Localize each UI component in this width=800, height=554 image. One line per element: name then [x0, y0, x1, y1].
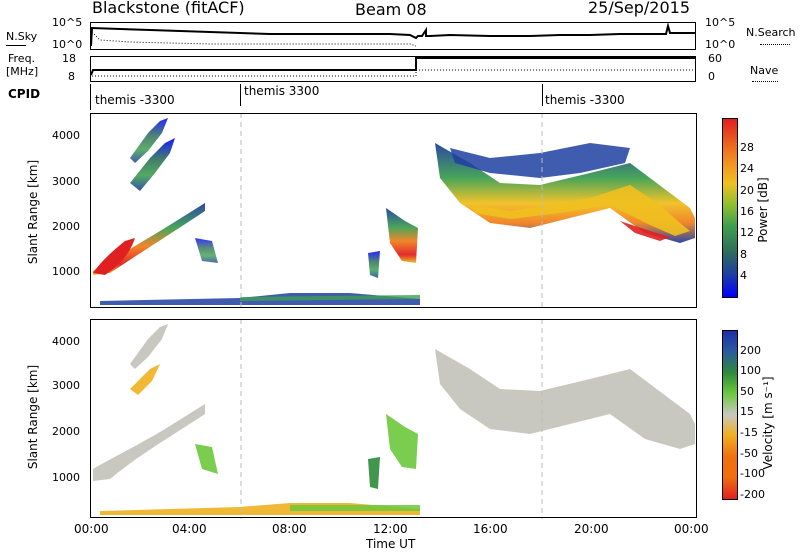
- power-ytick-1000: 1000: [52, 265, 80, 278]
- nave-label: Nave: [750, 64, 779, 77]
- noise-sky-line: [90, 22, 695, 47]
- freq-right-tick-bottom: 0: [708, 70, 715, 83]
- velocity-scatter-blobs: [93, 324, 695, 515]
- nave-dotline: [752, 81, 778, 82]
- power-ytick-3000: 3000: [52, 175, 80, 188]
- power-cbar-tick-20: 20: [740, 184, 754, 197]
- noise-left-label: N.Sky: [6, 30, 38, 43]
- power-ytick-2000: 2000: [52, 220, 80, 233]
- freq-left-tick-bottom: 8: [68, 70, 75, 83]
- vel-blob-east: [435, 349, 695, 449]
- power-blob-upper: [130, 138, 175, 191]
- power-blob-east-hot: [620, 221, 670, 241]
- vel-ground-strip-2: [290, 505, 420, 511]
- velocity-ytick-4000: 4000: [52, 335, 80, 348]
- velocity-cbar-tick-neg200: -200: [740, 488, 765, 501]
- xtick-0000: 00:00: [74, 522, 109, 536]
- power-cbar-tick-28: 28: [740, 141, 754, 154]
- velocity-cbar-tick-neg100: -100: [740, 467, 765, 480]
- noise-right-label: N.Search: [746, 26, 796, 39]
- power-ytick-4000: 4000: [52, 129, 80, 142]
- freq-right-tick-top: 60: [708, 52, 722, 65]
- freq-left-tick-top: 18: [62, 52, 76, 65]
- velocity-ytick-1000: 1000: [52, 471, 80, 484]
- date-title: 25/Sep/2015: [588, 0, 691, 17]
- velocity-ytick-3000: 3000: [52, 379, 80, 392]
- freq-line: [90, 57, 695, 76]
- velocity-colorbar: [722, 330, 738, 500]
- noise-panel: [90, 22, 696, 50]
- velocity-cbar-label: Velocity [m s⁻¹]: [761, 376, 775, 470]
- cpid-segment-3: themis -3300: [545, 93, 625, 107]
- velocity-frame: [90, 319, 697, 518]
- xtick-0800: 08:00: [272, 522, 307, 536]
- cpid-label: CPID: [8, 87, 41, 101]
- power-cbar-tick-4: 4: [740, 269, 747, 282]
- power-blob-east-core: [470, 185, 690, 236]
- vel-blob-noon: [386, 414, 418, 469]
- velocity-ytick-2000: 2000: [52, 425, 80, 438]
- cpid-divider-2: [542, 84, 543, 106]
- power-colorbar: [722, 118, 738, 298]
- cpid-segment-2: themis 3300: [244, 84, 320, 98]
- velocity-cbar-tick-100: 100: [740, 364, 761, 377]
- noise-right-tick-top: 10^5: [705, 16, 736, 29]
- noise-left-underline: [6, 45, 26, 46]
- cpid-segment-1: themis -3300: [95, 93, 175, 107]
- power-blob-east-top: [450, 143, 630, 178]
- xtick-1600: 16:00: [473, 522, 508, 536]
- power-blob-mid: [195, 238, 218, 263]
- freq-panel: [90, 56, 696, 82]
- velocity-cbar-tick-50: 50: [740, 385, 754, 398]
- vel-blob-upper: [130, 364, 160, 395]
- power-cbar-tick-24: 24: [740, 162, 754, 175]
- power-ylabel: Slant Range [km]: [26, 159, 40, 265]
- power-blob-top: [130, 118, 168, 163]
- beam-title: Beam 08: [355, 0, 427, 19]
- nave-line: [92, 69, 695, 77]
- power-blob-east: [435, 143, 695, 243]
- power-frame: [90, 113, 697, 308]
- xtick-0000-end: 00:00: [674, 522, 709, 536]
- vel-blob-top: [130, 324, 168, 369]
- noise-left-tick-top: 10^5: [52, 16, 83, 29]
- xtick-2000: 20:00: [574, 522, 609, 536]
- power-cbar-tick-8: 8: [740, 248, 747, 261]
- freq-label-line2: [MHz]: [6, 65, 39, 78]
- velocity-ylabel: Slant Range [km]: [26, 364, 40, 470]
- xlabel-time: Time UT: [366, 537, 416, 551]
- power-blob-low: [93, 238, 135, 275]
- power-cbar-tick-12: 12: [740, 226, 754, 239]
- velocity-cbar-tick-200: 200: [740, 344, 761, 357]
- velocity-plot: [90, 319, 697, 519]
- noise-right-tick-bottom: 10^0: [705, 38, 736, 51]
- noise-right-dotline: [760, 44, 790, 45]
- noise-left-tick-bottom: 10^0: [52, 38, 83, 51]
- power-plot: [90, 113, 697, 309]
- power-blob-noon: [386, 208, 418, 263]
- xtick-0400: 04:00: [172, 522, 207, 536]
- velocity-cbar-tick-15: 15: [740, 405, 754, 418]
- velocity-cbar-tick-neg50: -50: [740, 447, 758, 460]
- vel-blob-noon-small: [368, 457, 380, 489]
- vel-blob-mid: [195, 444, 218, 474]
- power-blob-noon-small: [368, 251, 380, 278]
- cpid-divider-1: [240, 84, 241, 106]
- xtick-1200: 12:00: [373, 522, 408, 536]
- station-title: Blackstone (fitACF): [92, 0, 245, 17]
- vel-blob-main: [93, 404, 205, 481]
- power-cbar-tick-16: 16: [740, 205, 754, 218]
- freq-label-line1: Freq.: [8, 52, 36, 65]
- power-cbar-label: Power [dB]: [756, 177, 770, 243]
- velocity-cbar-tick-neg15: -15: [740, 426, 758, 439]
- noise-search-line: [91, 31, 417, 47]
- cpid-panel: [90, 84, 696, 110]
- power-scatter-blobs: [93, 118, 695, 305]
- power-ground-strip-2: [240, 295, 420, 301]
